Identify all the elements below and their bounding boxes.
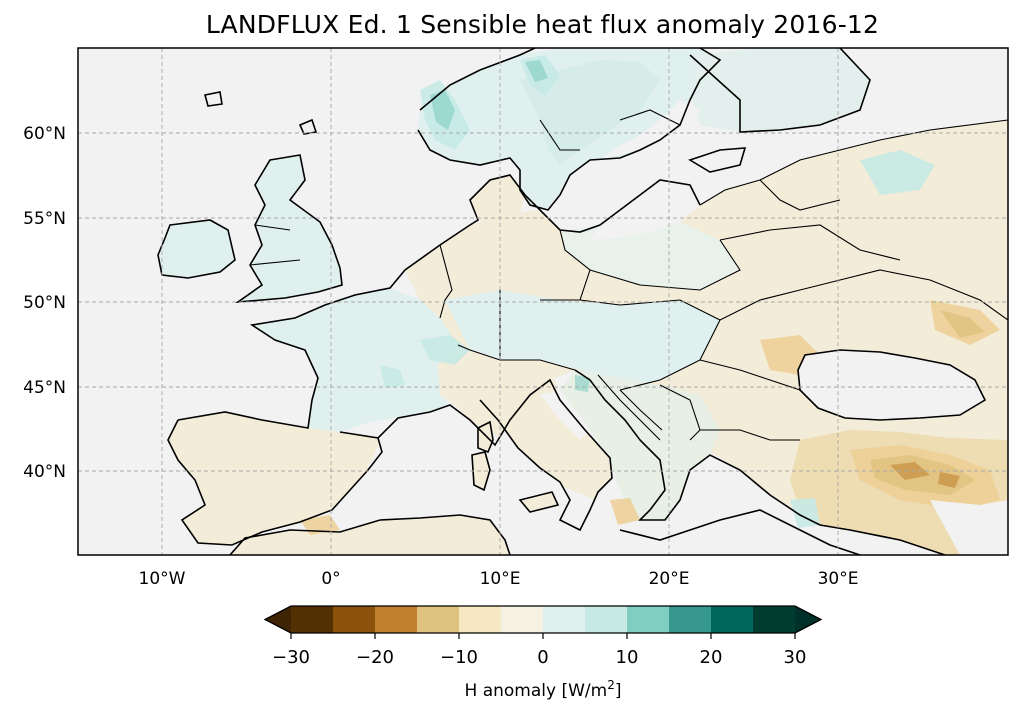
map-panel: 40°N 45°N 50°N 55°N 60°N 10°W 0° 10°E 20…: [23, 47, 1009, 589]
colorbar-segment: [585, 606, 628, 633]
colorbar-segment: [375, 606, 418, 633]
colorbar-tick-label: −10: [440, 647, 478, 668]
colorbar-segment: [711, 606, 754, 633]
colorbar-tick-label: 30: [784, 647, 807, 668]
colorbar-extend-under: [265, 606, 291, 633]
colorbar-segment: [459, 606, 502, 633]
colorbar-label-suffix: ]: [615, 681, 622, 701]
lat-tick-label: 55°N: [23, 209, 66, 229]
colorbar-segment: [627, 606, 670, 633]
colorbar-tick-label: 20: [700, 647, 723, 668]
lat-tick-label: 50°N: [23, 293, 66, 313]
colorbar-tick-label: −20: [356, 647, 394, 668]
lon-tick-label: 0°: [321, 569, 340, 589]
colorbar-tick-label: 0: [537, 647, 548, 668]
colorbar: −30 −20 −10 0 10 20 30 H anomaly [W/m2]: [263, 605, 823, 701]
map-frame: [77, 47, 1009, 556]
colorbar-tick-label: 10: [616, 647, 639, 668]
colorbar-segment: [669, 606, 712, 633]
colorbar-segment: [417, 606, 460, 633]
land-anomaly-field: [157, 48, 1008, 555]
lat-tick-label: 60°N: [23, 124, 66, 144]
colorbar-segment: [501, 606, 544, 633]
colorbar-segment: [543, 606, 586, 633]
lat-tick-label: 40°N: [23, 462, 66, 482]
colorbar-segment: [753, 606, 796, 633]
colorbar-segments: [263, 605, 823, 634]
colorbar-label-prefix: H anomaly [W/m: [465, 681, 608, 701]
lon-tick-label: 20°E: [649, 569, 690, 589]
map-title: LANDFLUX Ed. 1 Sensible heat flux anomal…: [205, 10, 880, 39]
lat-axis: 40°N 45°N 50°N 55°N 60°N: [23, 124, 66, 482]
colorbar-segment: [333, 606, 376, 633]
lon-tick-label: 10°E: [480, 569, 521, 589]
gridlines: [78, 48, 1008, 555]
colorbar-tick-label: −30: [272, 647, 310, 668]
lon-axis: 10°W 0° 10°E 20°E 30°E: [139, 569, 859, 589]
lat-tick-label: 45°N: [23, 378, 66, 398]
lon-tick-label: 10°W: [139, 569, 186, 589]
colorbar-label: H anomaly [W/m2]: [465, 678, 622, 701]
colorbar-ticks: −30 −20 −10 0 10 20 30: [272, 633, 806, 668]
colorbar-segment: [291, 606, 334, 633]
lon-tick-label: 30°E: [818, 569, 859, 589]
colorbar-label-sup: 2: [607, 678, 615, 692]
colorbar-extend-over: [795, 606, 821, 633]
